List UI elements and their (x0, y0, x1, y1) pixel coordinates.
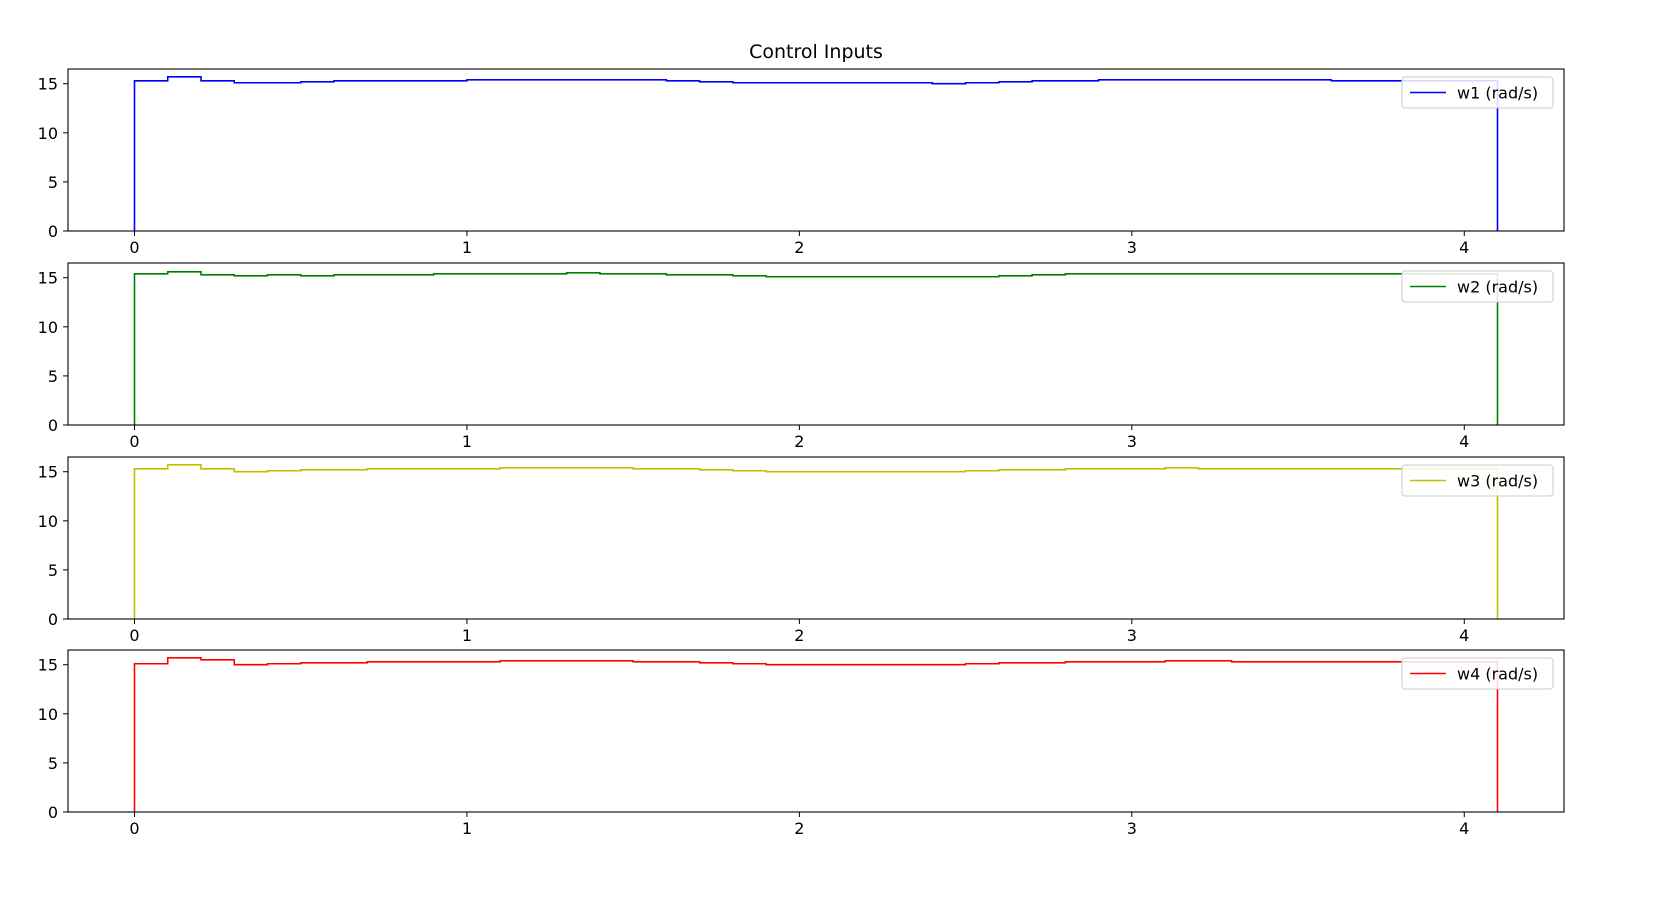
subplot-1: 0 1 2 3 4 0 5 10 15 w1 (rad/s) (38, 68, 1565, 257)
x-tick-label: 1 (462, 238, 472, 257)
x-tick-label: 3 (1127, 238, 1137, 257)
axes-frame (67, 649, 1565, 813)
x-tick-label: 1 (462, 626, 472, 645)
y-tick-label: 5 (48, 173, 58, 192)
legend: w2 (rad/s) (1401, 270, 1554, 303)
y-tick-label: 0 (48, 803, 58, 822)
x-tick-label: 3 (1127, 432, 1137, 451)
y-tick-label: 10 (38, 512, 58, 531)
legend-label: w4 (rad/s) (1457, 665, 1538, 684)
x-tick-label: 4 (1459, 432, 1469, 451)
x-tick-label: 2 (794, 819, 804, 838)
x-tick-label: 0 (129, 238, 139, 257)
x-tick-label: 0 (129, 819, 139, 838)
x-tick-label: 4 (1459, 238, 1469, 257)
legend-box (1401, 657, 1554, 690)
y-tick-label: 5 (48, 561, 58, 580)
x-tick-label: 0 (129, 626, 139, 645)
x-tick-label: 4 (1459, 626, 1469, 645)
y-tick-label: 0 (48, 222, 58, 241)
legend-box (1401, 464, 1554, 497)
y-tick-label: 15 (38, 75, 58, 94)
axes-frame (67, 262, 1565, 426)
y-tick-label: 10 (38, 318, 58, 337)
legend: w1 (rad/s) (1401, 76, 1554, 109)
y-tick-label: 15 (38, 656, 58, 675)
legend-box (1401, 270, 1554, 303)
y-tick-label: 5 (48, 754, 58, 773)
x-tick-label: 0 (129, 432, 139, 451)
series-line-w4 (133, 657, 1499, 812)
y-tick-label: 10 (38, 124, 58, 143)
legend-box (1401, 76, 1554, 109)
legend-label: w3 (rad/s) (1457, 472, 1538, 491)
legend: w3 (rad/s) (1401, 464, 1554, 497)
y-tick-label: 0 (48, 416, 58, 435)
legend-label: w2 (rad/s) (1457, 278, 1538, 297)
series-line-w3 (133, 464, 1499, 619)
y-tick-label: 10 (38, 705, 58, 724)
y-tick-label: 15 (38, 463, 58, 482)
series-line-w2 (133, 271, 1499, 425)
subplot-3: 0 1 2 3 4 0 5 10 15 w3 (rad/s) (38, 456, 1565, 645)
figure-title: Control Inputs (749, 41, 883, 63)
axes-frame (67, 456, 1565, 620)
x-tick-label: 2 (794, 626, 804, 645)
x-tick-label: 4 (1459, 819, 1469, 838)
x-tick-label: 3 (1127, 626, 1137, 645)
x-tick-label: 1 (462, 819, 472, 838)
legend: w4 (rad/s) (1401, 657, 1554, 690)
legend-label: w1 (rad/s) (1457, 84, 1538, 103)
y-tick-label: 5 (48, 367, 58, 386)
x-tick-label: 3 (1127, 819, 1137, 838)
subplot-2: 0 1 2 3 4 0 5 10 15 w2 (rad/s) (38, 262, 1565, 451)
subplot-4: 0 1 2 3 4 0 5 10 15 w4 (rad/s) (38, 649, 1565, 838)
y-tick-label: 0 (48, 610, 58, 629)
x-tick-label: 1 (462, 432, 472, 451)
x-tick-label: 2 (794, 432, 804, 451)
y-tick-label: 15 (38, 269, 58, 288)
series-line-w1 (133, 76, 1499, 231)
axes-frame (67, 68, 1565, 232)
x-tick-label: 2 (794, 238, 804, 257)
